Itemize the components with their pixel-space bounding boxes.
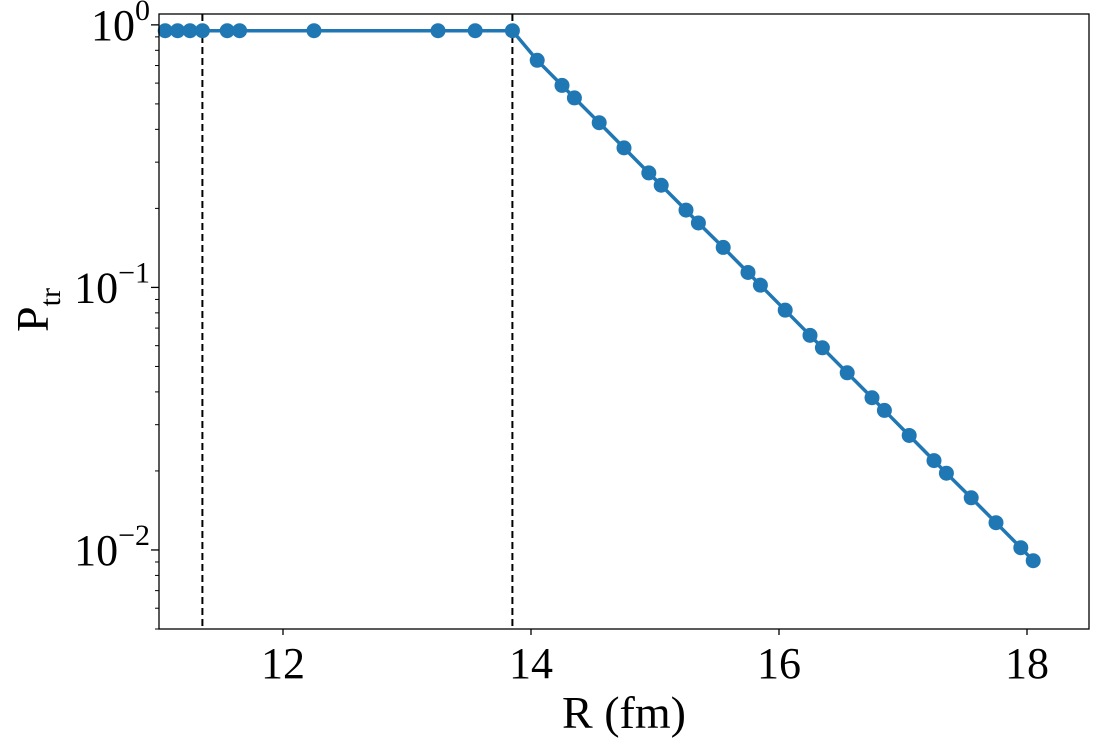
x-tick-label: 12 — [261, 639, 305, 688]
data-point — [963, 490, 979, 506]
data-point — [814, 340, 830, 356]
data-point — [170, 23, 186, 39]
data-point — [641, 165, 657, 181]
data-point — [1025, 553, 1041, 569]
data-point — [566, 90, 582, 106]
y-tick-label-exponent: −2 — [118, 519, 150, 552]
x-tick-label: 18 — [1005, 639, 1049, 688]
y-axis-label: Ptr — [7, 288, 67, 332]
data-point — [504, 23, 520, 39]
data-point — [616, 140, 632, 156]
data-point — [690, 215, 706, 231]
data-point — [802, 327, 818, 343]
y-axis-label-base: P — [7, 306, 58, 332]
x-tick-label: 14 — [509, 639, 553, 688]
data-point — [182, 23, 198, 39]
y-tick-label-base: 10 — [74, 526, 118, 575]
data-point — [430, 23, 446, 39]
data-point — [1013, 540, 1029, 556]
plot-area — [159, 14, 1089, 629]
data-point — [715, 239, 731, 255]
y-axis-label-subscript: tr — [34, 288, 67, 306]
data-point — [529, 52, 545, 68]
data-point — [876, 402, 892, 418]
y-tick-label-base: 10 — [74, 263, 118, 312]
data-point — [777, 302, 793, 318]
data-point — [219, 23, 235, 39]
data-point — [157, 23, 173, 39]
x-tick-label: 16 — [757, 639, 801, 688]
data-point — [938, 465, 954, 481]
data-point — [864, 390, 880, 406]
data-point — [926, 453, 942, 469]
data-point — [752, 277, 768, 293]
y-tick-label-exponent: 0 — [135, 0, 150, 27]
data-point — [653, 177, 669, 193]
data-point — [467, 23, 483, 39]
data-point — [194, 23, 210, 39]
y-tick-label: 10−2 — [74, 519, 150, 575]
y-tick-label: 10−1 — [74, 256, 150, 312]
y-tick-label-base: 10 — [91, 1, 135, 50]
y-tick-label: 100 — [91, 0, 150, 50]
data-point — [591, 115, 607, 131]
data-point — [839, 365, 855, 381]
data-point — [232, 23, 248, 39]
data-point — [988, 515, 1004, 531]
plot-frame — [158, 13, 1090, 630]
y-tick-label-exponent: −1 — [118, 256, 150, 289]
data-point — [678, 202, 694, 218]
data-point — [740, 264, 756, 280]
x-axis-label: R (fm) — [562, 687, 686, 738]
data-point — [554, 77, 570, 93]
data-point — [306, 23, 322, 39]
data-point — [901, 427, 917, 443]
